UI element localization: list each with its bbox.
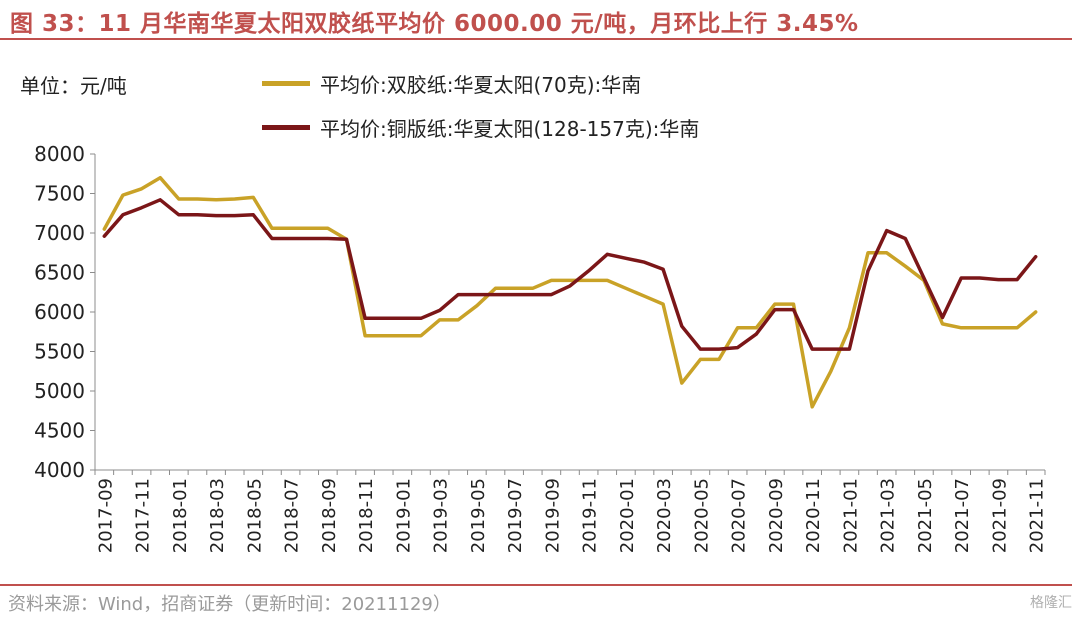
x-tick-label: 2021-03 <box>878 478 899 553</box>
x-tick-label: 2021-07 <box>952 478 973 553</box>
y-tick-label: 7000 <box>34 221 85 245</box>
x-tick-label: 2019-09 <box>542 478 563 553</box>
x-tick-label: 2017-09 <box>95 478 116 553</box>
series-line-1 <box>102 175 1038 409</box>
x-tick-label: 2020-01 <box>617 478 638 553</box>
x-tick-label: 2018-01 <box>170 478 191 553</box>
legend-item-series-1: 平均价:双胶纸:华夏太阳(70克):华南 <box>262 70 642 97</box>
x-tick-label: 2018-03 <box>207 478 228 553</box>
legend-swatch-series-1 <box>262 80 310 86</box>
x-tick-label: 2020-07 <box>729 478 750 553</box>
x-tick-label: 2019-03 <box>431 478 452 553</box>
source-divider <box>0 584 1072 586</box>
series-line-2 <box>102 198 1038 351</box>
x-tick-label: 2020-11 <box>803 478 824 553</box>
legend-label-series-2: 平均价:铜版纸:华夏太阳(128-157克):华南 <box>320 116 700 141</box>
x-tick-label: 2019-07 <box>505 478 526 553</box>
y-tick-label: 4000 <box>34 458 85 482</box>
x-tick-label: 2019-05 <box>468 478 489 553</box>
y-tick-label: 4500 <box>34 419 85 443</box>
y-tick-label: 5000 <box>34 379 85 403</box>
x-tick-label: 2018-05 <box>244 478 265 553</box>
x-tick-label: 2019-11 <box>580 478 601 553</box>
legend-item-series-2: 平均价:铜版纸:华夏太阳(128-157克):华南 <box>262 114 700 141</box>
x-tick-label: 2021-11 <box>1027 478 1048 553</box>
title-divider <box>0 38 1072 40</box>
x-tick-label: 2017-11 <box>133 478 154 553</box>
watermark-logo: 格隆汇 <box>1030 595 1072 611</box>
legend-swatch-series-2 <box>262 124 310 130</box>
x-tick-label: 2021-09 <box>989 478 1010 553</box>
x-tick-label: 2018-11 <box>356 478 377 553</box>
y-tick-label: 6000 <box>34 300 85 324</box>
x-tick-label: 2021-05 <box>915 478 936 553</box>
y-tick-label: 8000 <box>34 142 85 166</box>
x-tick-label: 2018-07 <box>282 478 303 553</box>
x-tick-label: 2019-01 <box>393 478 414 553</box>
y-tick-label: 7500 <box>34 182 85 206</box>
y-tick-label: 6500 <box>34 261 85 285</box>
chart-title: 图 33：11 月华南华夏太阳双胶纸平均价 6000.00 元/吨，月环比上行 … <box>10 11 859 37</box>
source-note: 资料来源：Wind，招商证券（更新时间：20211129） <box>8 594 451 615</box>
x-tick-label: 2018-09 <box>319 478 340 553</box>
line-chart: 4000 4500 5000 5500 6000 6500 7000 7500 8000 2017… <box>34 142 1048 553</box>
y-tick-label: 5500 <box>34 340 85 364</box>
legend-label-series-1: 平均价:双胶纸:华夏太阳(70克):华南 <box>320 72 642 97</box>
x-tick-label: 2020-03 <box>654 478 675 553</box>
unit-label: 单位：元/吨 <box>20 74 127 98</box>
x-tick-label: 2020-05 <box>691 478 712 553</box>
x-tick-label: 2021-01 <box>840 478 861 553</box>
x-tick-label: 2020-09 <box>766 478 787 553</box>
